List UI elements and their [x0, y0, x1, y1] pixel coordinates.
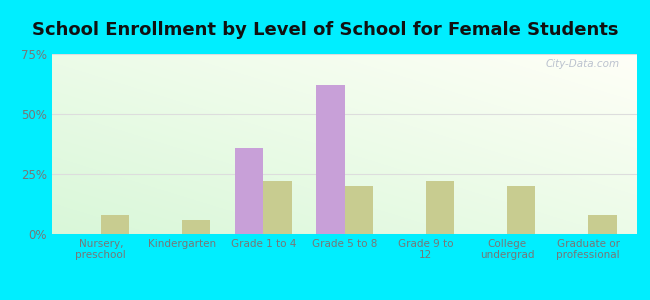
- Bar: [426, 181, 454, 234]
- Bar: [182, 220, 211, 234]
- Bar: [235, 148, 263, 234]
- Bar: [344, 186, 373, 234]
- Text: City-Data.com: City-Data.com: [545, 59, 619, 69]
- Bar: [507, 186, 536, 234]
- Bar: [101, 215, 129, 234]
- Bar: [316, 85, 344, 234]
- Bar: [588, 215, 617, 234]
- Bar: [263, 181, 292, 234]
- Text: School Enrollment by Level of School for Female Students: School Enrollment by Level of School for…: [32, 21, 618, 39]
